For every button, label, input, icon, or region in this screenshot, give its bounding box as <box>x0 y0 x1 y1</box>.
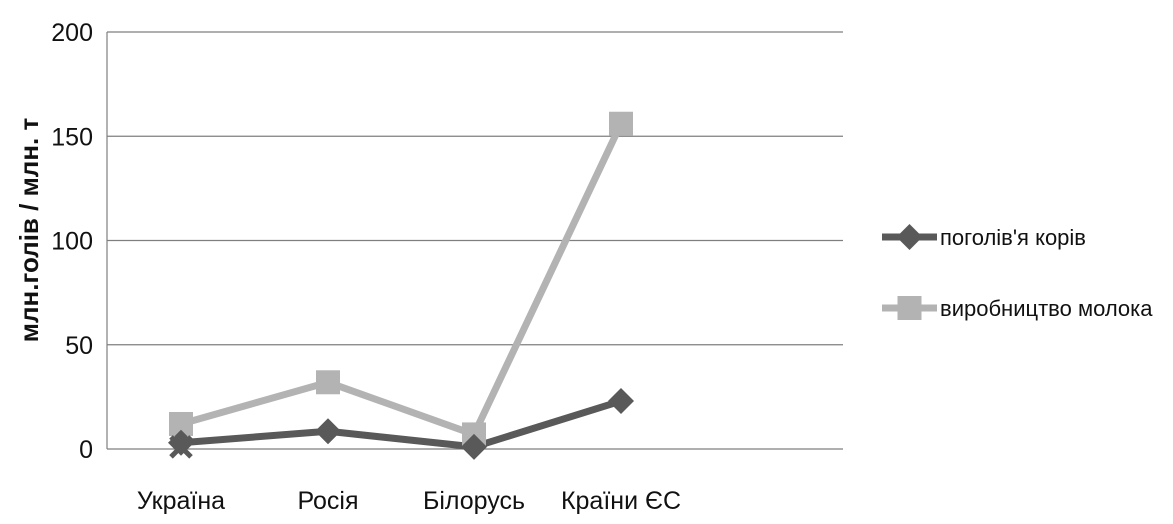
legend-label: поголів'я корів <box>940 225 1086 250</box>
series-line-2 <box>180 122 625 438</box>
y-tick-label: 50 <box>65 332 93 360</box>
x-tick-label: Білорусь <box>423 487 525 515</box>
data-point-diamond <box>608 388 634 415</box>
data-point-diamond <box>461 433 487 460</box>
legend-entry: поголів'я корів <box>882 224 1086 250</box>
x-axis: Україна Росія Білорусь Країни ЄС <box>137 487 681 515</box>
x-tick-label: Росія <box>297 487 358 515</box>
x-tick-label: Країни ЄС <box>561 487 681 515</box>
legend-label: виробництво молока <box>940 296 1153 321</box>
y-tick-label: 200 <box>51 19 93 47</box>
x-tick-label: Україна <box>137 487 225 515</box>
data-point-square <box>316 370 340 395</box>
legend-entry: виробництво молока <box>882 296 1153 321</box>
data-point-square <box>609 111 633 136</box>
y-tick-label: 0 <box>79 436 93 464</box>
y-tick-label: 100 <box>51 228 93 256</box>
data-point-x-cross <box>169 435 193 459</box>
legend-marker-square <box>897 296 922 320</box>
data-point-diamond <box>168 429 194 456</box>
y-axis: 0 50 100 150 200 <box>51 19 108 464</box>
legend: поголів'я корів виробництво молока <box>882 224 1153 321</box>
y-axis-title: млн.голів / млн. т <box>14 118 44 343</box>
legend-marker-diamond <box>896 224 923 250</box>
series-markers <box>168 111 634 460</box>
data-point-diamond <box>315 418 341 445</box>
series-line-1 <box>180 397 623 451</box>
y-tick-label: 150 <box>51 123 93 151</box>
gridlines <box>107 31 843 450</box>
series-lines <box>180 122 625 451</box>
